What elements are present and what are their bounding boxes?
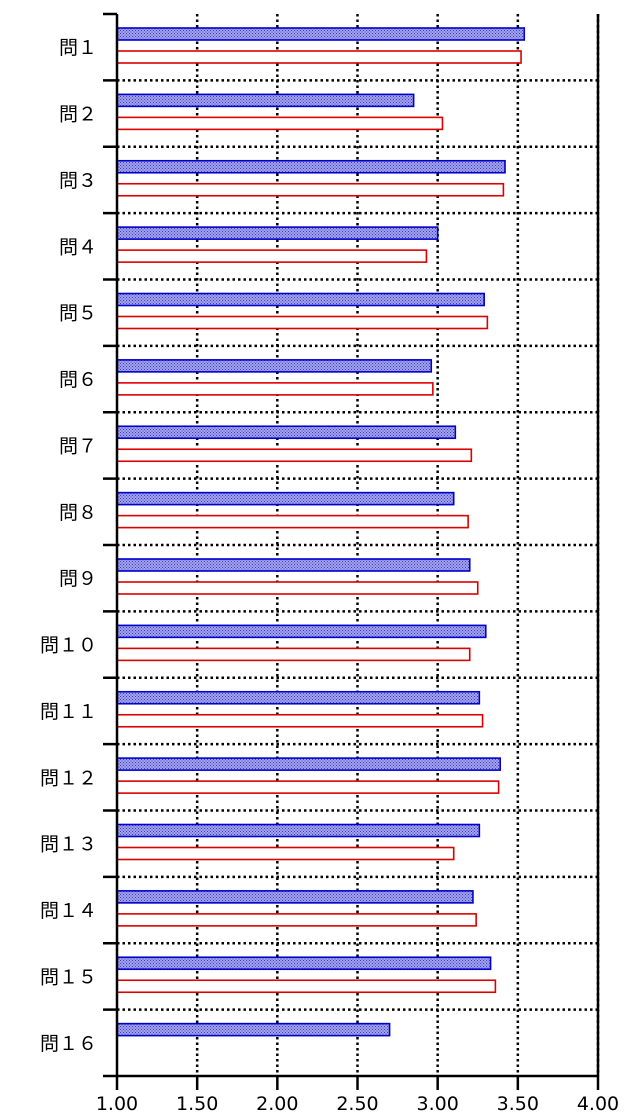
bar-s2-13 [116, 846, 455, 861]
bar-s2-6 [116, 382, 434, 396]
category-label: 問３ [59, 170, 97, 192]
category-label: 問１１ [40, 701, 97, 723]
bar-s1-12 [116, 757, 501, 771]
category-label: 問９ [59, 568, 97, 590]
bar-s2-12 [116, 780, 500, 794]
bar-s2-4 [116, 249, 428, 263]
category-label: 問１４ [40, 900, 97, 922]
bars [116, 27, 526, 1037]
bar-s1-16 [116, 1022, 391, 1037]
bar-s2-2 [116, 116, 444, 131]
bar-s1-10 [116, 624, 487, 639]
category-label: 問１２ [40, 767, 97, 789]
axes [103, 12, 600, 1090]
x-tick-label: 1.00 [96, 1093, 138, 1115]
bar-s1-6 [116, 359, 433, 373]
x-tick-label: 3.50 [497, 1093, 539, 1115]
bar-s1-13 [116, 823, 481, 838]
category-label: 問７ [59, 435, 97, 457]
bar-s2-14 [116, 913, 477, 927]
bar-s2-3 [116, 182, 505, 197]
bar-s1-15 [116, 956, 492, 971]
bar-s2-5 [116, 315, 489, 330]
bar-s2-9 [116, 581, 479, 595]
bar-s1-2 [116, 93, 415, 108]
bar-s2-8 [116, 514, 469, 529]
category-label: 問６ [59, 369, 97, 391]
x-tick-label: 1.50 [176, 1093, 218, 1115]
category-label: 問１３ [40, 834, 97, 856]
category-label: 問２ [59, 104, 97, 126]
bar-s1-8 [116, 491, 455, 506]
bar-s1-11 [116, 690, 481, 705]
bar-s1-5 [116, 292, 485, 307]
bar-s1-7 [116, 425, 457, 440]
bar-s2-10 [116, 647, 471, 662]
x-tick-label: 2.00 [256, 1093, 298, 1115]
bar-s1-4 [116, 226, 439, 240]
bar-s2-7 [116, 448, 473, 463]
category-label: 問４ [59, 236, 97, 258]
bar-s2-11 [116, 713, 484, 728]
x-tick-label: 4.00 [577, 1093, 619, 1115]
category-label: 問５ [59, 303, 97, 325]
category-label: 問１ [59, 37, 97, 59]
x-tick-label: 3.00 [417, 1093, 459, 1115]
bar-s2-15 [116, 979, 497, 994]
bar-s1-1 [116, 27, 526, 41]
bar-s1-14 [116, 890, 474, 904]
category-label: 問１６ [40, 1033, 97, 1055]
bar-s2-1 [116, 50, 522, 64]
category-label: 問１０ [40, 635, 97, 657]
bar-s1-9 [116, 558, 471, 572]
x-tick-label: 2.50 [336, 1093, 378, 1115]
labels: 問１ 問２ 問３ 問４ 問５ 問６ 問７ 問８ 問９ 問１０ 問１１ 問１２ 問１３ 問１４ 問１５ 問１６ 1… [40, 37, 619, 1115]
category-label: 問８ [59, 502, 97, 524]
category-label: 問１５ [40, 966, 97, 988]
bar-s1-3 [116, 159, 506, 174]
